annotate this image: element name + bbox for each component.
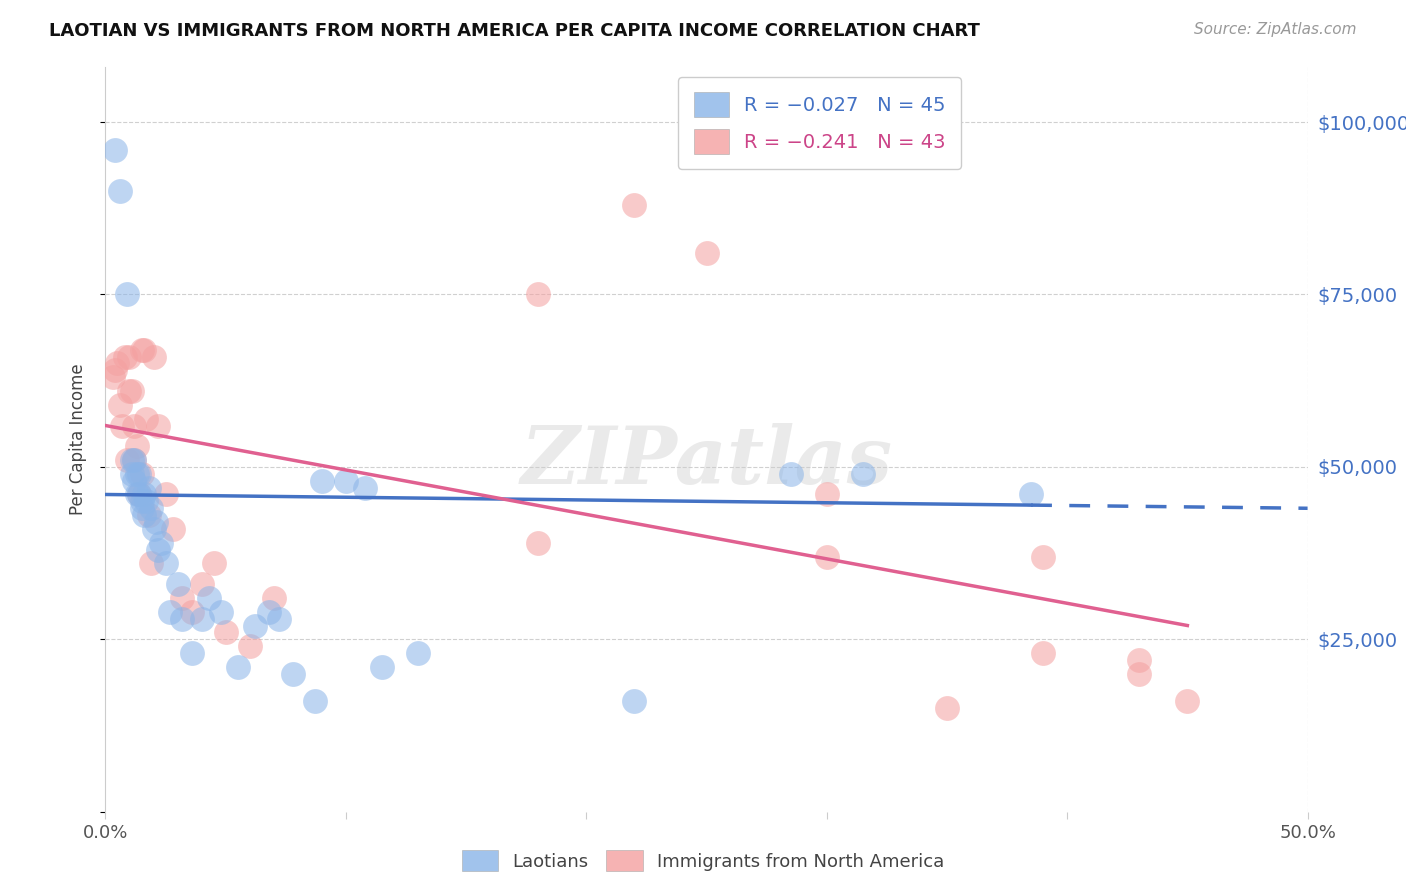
Point xyxy=(304,694,326,708)
Point xyxy=(181,646,204,660)
Point xyxy=(623,694,645,708)
Point xyxy=(1175,694,1198,708)
Point xyxy=(149,535,172,549)
Point xyxy=(1128,653,1150,667)
Point xyxy=(936,701,959,715)
Point xyxy=(311,474,333,488)
Point xyxy=(124,453,146,467)
Point xyxy=(257,605,280,619)
Legend: Laotians, Immigrants from North America: Laotians, Immigrants from North America xyxy=(454,843,952,879)
Point xyxy=(142,522,165,536)
Point xyxy=(148,542,170,557)
Point xyxy=(128,467,150,481)
Y-axis label: Per Capita Income: Per Capita Income xyxy=(69,364,87,515)
Point xyxy=(159,605,181,619)
Point xyxy=(172,591,194,605)
Point xyxy=(111,418,134,433)
Point xyxy=(125,467,148,481)
Point xyxy=(852,467,875,481)
Point xyxy=(527,287,550,301)
Point xyxy=(115,287,138,301)
Text: ZIPatlas: ZIPatlas xyxy=(520,423,893,500)
Point xyxy=(114,350,136,364)
Point xyxy=(128,487,150,501)
Point xyxy=(125,439,148,453)
Point xyxy=(190,577,212,591)
Point xyxy=(815,549,838,564)
Point xyxy=(139,557,162,571)
Point xyxy=(107,356,129,370)
Point xyxy=(198,591,221,605)
Point xyxy=(190,612,212,626)
Point xyxy=(267,612,290,626)
Point xyxy=(1019,487,1042,501)
Point xyxy=(623,198,645,212)
Point xyxy=(108,184,131,198)
Point xyxy=(696,246,718,260)
Point xyxy=(243,618,266,632)
Point xyxy=(181,605,204,619)
Point xyxy=(371,660,394,674)
Point xyxy=(226,660,249,674)
Point xyxy=(138,508,160,523)
Point xyxy=(214,625,236,640)
Point xyxy=(145,515,167,529)
Point xyxy=(138,481,160,495)
Point xyxy=(142,350,165,364)
Legend: R = −0.027   N = 45, R = −0.241   N = 43: R = −0.027 N = 45, R = −0.241 N = 43 xyxy=(678,77,962,169)
Point xyxy=(815,487,838,501)
Point xyxy=(128,487,150,501)
Point xyxy=(131,343,153,357)
Point xyxy=(121,453,143,467)
Point xyxy=(135,494,157,508)
Point xyxy=(202,557,225,571)
Point xyxy=(131,501,153,516)
Text: Source: ZipAtlas.com: Source: ZipAtlas.com xyxy=(1194,22,1357,37)
Point xyxy=(118,384,141,398)
Point xyxy=(166,577,188,591)
Point xyxy=(148,418,170,433)
Point xyxy=(118,350,141,364)
Point xyxy=(1032,646,1054,660)
Point xyxy=(124,453,146,467)
Point xyxy=(155,557,177,571)
Point xyxy=(115,453,138,467)
Point xyxy=(263,591,285,605)
Point xyxy=(108,398,131,412)
Point xyxy=(281,666,304,681)
Point xyxy=(162,522,184,536)
Point xyxy=(121,467,143,481)
Point xyxy=(155,487,177,501)
Point xyxy=(139,501,162,516)
Point xyxy=(172,612,194,626)
Point xyxy=(104,143,127,157)
Point xyxy=(1128,666,1150,681)
Point xyxy=(135,411,157,425)
Point xyxy=(527,535,550,549)
Point xyxy=(104,363,127,377)
Point xyxy=(239,639,262,653)
Text: LAOTIAN VS IMMIGRANTS FROM NORTH AMERICA PER CAPITA INCOME CORRELATION CHART: LAOTIAN VS IMMIGRANTS FROM NORTH AMERICA… xyxy=(49,22,980,40)
Point xyxy=(209,605,232,619)
Point xyxy=(124,474,146,488)
Point xyxy=(124,418,146,433)
Point xyxy=(1032,549,1054,564)
Point xyxy=(131,467,153,481)
Point xyxy=(132,487,155,501)
Point xyxy=(335,474,357,488)
Point xyxy=(132,508,155,523)
Point xyxy=(779,467,801,481)
Point xyxy=(132,343,155,357)
Point xyxy=(121,384,143,398)
Point xyxy=(101,370,124,384)
Point xyxy=(406,646,429,660)
Point xyxy=(131,494,153,508)
Point xyxy=(354,481,377,495)
Point xyxy=(125,487,148,501)
